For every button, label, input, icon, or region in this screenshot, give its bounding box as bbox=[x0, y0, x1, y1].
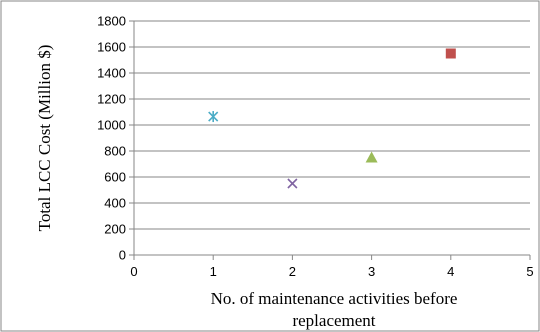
x-tick-label: 0 bbox=[130, 264, 137, 279]
y-tick-label: 1000 bbox=[97, 118, 126, 133]
square-marker bbox=[445, 48, 456, 59]
y-tick-label: 400 bbox=[104, 196, 126, 211]
x-tick-label: 2 bbox=[289, 264, 296, 279]
x-marker bbox=[287, 178, 298, 189]
y-tick-label: 1400 bbox=[97, 66, 126, 81]
x-marker-stroke bbox=[287, 178, 298, 189]
tick-label-layer: 0 200 400 600 800 1000 1200 1400 1600 1800 0 1 2 3 4 5 bbox=[97, 14, 534, 280]
marker-layer bbox=[208, 48, 456, 189]
grid-layer bbox=[134, 20, 530, 230]
y-tick-label: 1200 bbox=[97, 92, 126, 107]
y-tick-label: 800 bbox=[104, 144, 126, 159]
y-axis-title: Total LCC Cost (Million $) bbox=[35, 45, 54, 232]
x-tick-label: 1 bbox=[210, 264, 217, 279]
y-tick-label: 600 bbox=[104, 170, 126, 185]
x-axis-title-line-1: No. of maintenance activities before bbox=[211, 289, 458, 308]
y-tick-label: 1600 bbox=[97, 40, 126, 55]
axis-layer bbox=[129, 20, 531, 260]
x-tick-label: 3 bbox=[368, 264, 375, 279]
y-tick-label: 0 bbox=[119, 248, 126, 263]
asterisk-marker bbox=[208, 111, 219, 123]
triangle-marker bbox=[365, 151, 378, 163]
x-tick-label: 5 bbox=[526, 264, 533, 279]
x-axis-title-line-2: replacement bbox=[292, 311, 375, 330]
y-tick-label: 200 bbox=[104, 222, 126, 237]
x-tick-label: 4 bbox=[447, 264, 454, 279]
y-tick-label: 1800 bbox=[97, 14, 126, 29]
